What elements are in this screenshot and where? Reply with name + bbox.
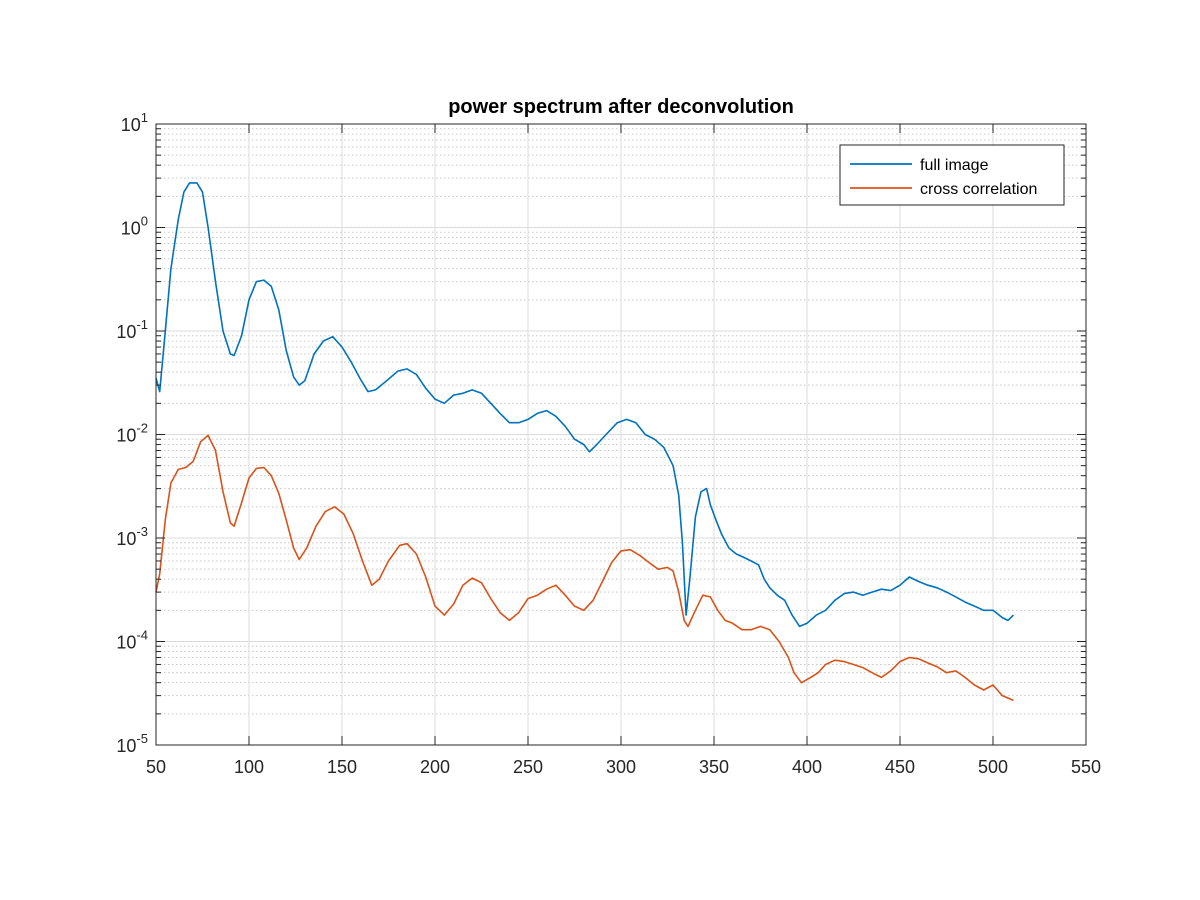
- x-tick-label: 500: [978, 757, 1008, 777]
- y-tick-label: 10-2: [116, 421, 148, 446]
- x-tick-label: 150: [327, 757, 357, 777]
- y-tick-label: 10-1: [116, 317, 148, 342]
- legend-box: [839, 144, 1065, 206]
- y-tick-label: 10-5: [116, 731, 148, 756]
- legend-label-cross-correlation: cross correlation: [920, 181, 1037, 198]
- y-tick-label: 100: [121, 214, 148, 239]
- y-tick-label: 10-3: [116, 524, 148, 549]
- x-tick-label: 350: [699, 757, 729, 777]
- legend: full image cross correlation: [839, 144, 1065, 206]
- x-tick-label: 300: [606, 757, 636, 777]
- chart-title: power spectrum after deconvolution: [448, 96, 794, 118]
- series-line-cross-correlation: [155, 434, 1014, 702]
- y-tick-label: 101: [121, 110, 148, 135]
- legend-label-full-image: full image: [920, 157, 989, 174]
- major-grid: [156, 124, 1086, 745]
- x-tick-label: 400: [792, 757, 822, 777]
- y-tick-label: 10-4: [116, 628, 148, 653]
- x-tick-label: 250: [513, 757, 543, 777]
- series-layer: [155, 182, 1015, 702]
- x-tick-label: 200: [420, 757, 450, 777]
- x-tick-label: 100: [234, 757, 264, 777]
- x-tick-label: 50: [146, 757, 166, 777]
- y-tick-labels: 10-5 10-4 10-3 10-2 10-1 100 101: [116, 110, 148, 756]
- series-line-full-image: [155, 182, 1015, 628]
- x-tick-label: 450: [885, 757, 915, 777]
- x-tick-label: 550: [1071, 757, 1101, 777]
- x-tick-labels: 50 100 150 200 250 300 350 400 450 500 550: [146, 757, 1101, 777]
- axis-ticks: [155, 123, 1087, 746]
